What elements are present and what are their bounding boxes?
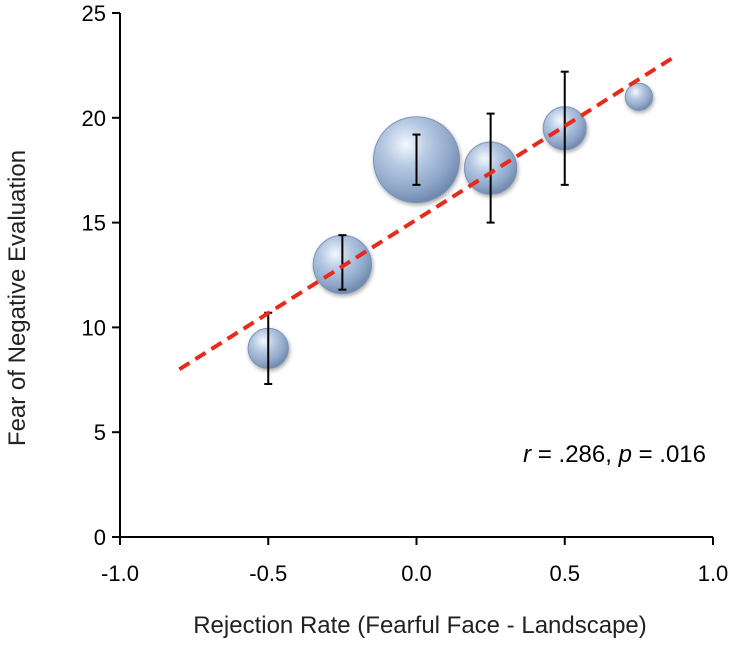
y-tick-label: 20 <box>82 106 106 131</box>
y-tick-label: 5 <box>94 420 106 445</box>
y-axis-title: Fear of Negative Evaluation <box>4 150 31 446</box>
axes: 0 5 10 15 20 25 -1.0 -0.5 0.0 0.5 1.0 <box>82 1 729 586</box>
r-symbol: r <box>523 441 532 468</box>
data-bubble <box>624 82 653 111</box>
correlation-annotation: r = .286, p = .016 <box>523 441 706 468</box>
y-tick-label: 15 <box>82 211 106 236</box>
trend-line <box>178 53 679 372</box>
y-tick-label: 25 <box>82 1 106 26</box>
x-tick-label: 0.0 <box>401 561 432 586</box>
x-tick-label: 0.5 <box>549 561 580 586</box>
p-symbol: p <box>618 441 632 468</box>
r-value: = .286, <box>531 441 618 468</box>
x-tick-label: -0.5 <box>249 561 287 586</box>
y-tick-label: 0 <box>94 525 106 550</box>
x-axis-title: Rejection Rate (Fearful Face - Landscape… <box>193 612 647 639</box>
error-bars <box>264 70 569 385</box>
x-tick-label: -1.0 <box>101 561 139 586</box>
x-tick-label: 1.0 <box>698 561 729 586</box>
trend-line-layer <box>178 53 679 372</box>
p-value: = .016 <box>632 441 706 468</box>
y-tick-label: 10 <box>82 315 106 340</box>
bubble-series <box>247 82 653 370</box>
